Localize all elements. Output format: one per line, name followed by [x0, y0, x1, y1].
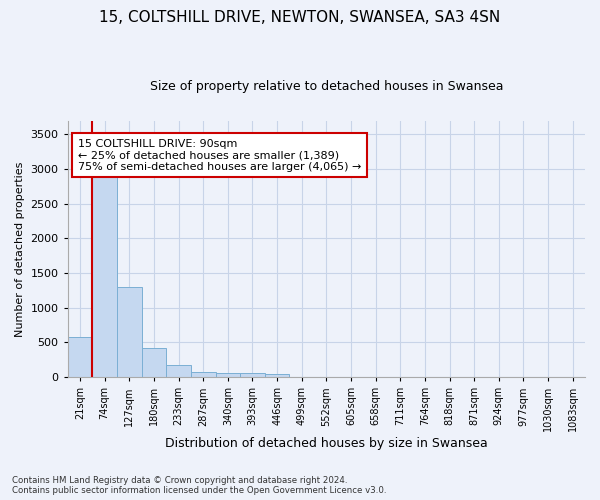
Bar	[265, 374, 289, 377]
Bar	[68, 338, 92, 377]
Text: 15 COLTSHILL DRIVE: 90sqm
← 25% of detached houses are smaller (1,389)
75% of se: 15 COLTSHILL DRIVE: 90sqm ← 25% of detac…	[78, 138, 361, 172]
Title: Size of property relative to detached houses in Swansea: Size of property relative to detached ho…	[149, 80, 503, 93]
Bar	[191, 372, 215, 377]
Text: Contains HM Land Registry data © Crown copyright and database right 2024.
Contai: Contains HM Land Registry data © Crown c…	[12, 476, 386, 495]
Bar	[215, 374, 240, 377]
Text: 15, COLTSHILL DRIVE, NEWTON, SWANSEA, SA3 4SN: 15, COLTSHILL DRIVE, NEWTON, SWANSEA, SA…	[100, 10, 500, 25]
Y-axis label: Number of detached properties: Number of detached properties	[15, 161, 25, 336]
Bar	[92, 176, 117, 377]
Bar	[166, 366, 191, 377]
X-axis label: Distribution of detached houses by size in Swansea: Distribution of detached houses by size …	[165, 437, 488, 450]
Bar	[142, 348, 166, 377]
Bar	[240, 374, 265, 377]
Bar	[117, 287, 142, 377]
